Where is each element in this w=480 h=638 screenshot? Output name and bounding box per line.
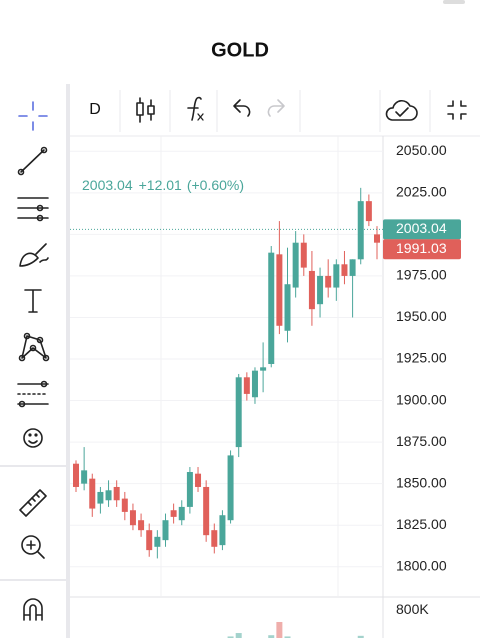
candle-body <box>121 498 128 512</box>
candle-body <box>325 275 332 288</box>
redo-button <box>267 99 285 117</box>
toolbar: D <box>70 90 480 137</box>
candle-body <box>129 510 136 526</box>
y-tick-label: 1975.00 <box>396 267 447 283</box>
symbol-title: GOLD <box>211 39 269 61</box>
volume-bars <box>227 621 364 638</box>
info-percent: (+0.60%) <box>187 177 244 193</box>
volume-bar <box>276 621 283 638</box>
y-tick-label: 2025.00 <box>396 184 447 200</box>
brush-tool[interactable] <box>19 243 49 267</box>
candle-body <box>186 472 193 507</box>
candle-body <box>81 470 88 484</box>
candle-body <box>73 463 79 487</box>
candle-body <box>284 284 291 331</box>
y-tick-label: 1825.00 <box>396 516 447 532</box>
candle-body <box>308 270 315 310</box>
last-price-label: 1991.03 <box>396 240 447 256</box>
candle-body <box>146 530 153 551</box>
sidebar-divider <box>66 84 70 638</box>
prev-close-label: 2003.04 <box>396 220 447 236</box>
last-price-badge <box>383 239 461 260</box>
candle-body <box>317 275 324 305</box>
candle-body <box>105 490 112 501</box>
ruler-tool[interactable] <box>19 489 47 517</box>
magnet-tool[interactable] <box>23 598 43 621</box>
interval-button[interactable]: D <box>89 101 101 118</box>
volume-tick-label: 800K <box>396 601 429 617</box>
sidebar-tools <box>0 101 66 621</box>
prev-close-badge <box>383 219 461 240</box>
parallel-lines-tool[interactable] <box>17 197 49 222</box>
undo-button[interactable] <box>233 99 251 117</box>
cloud-save-button[interactable] <box>385 100 418 121</box>
candle-body <box>170 510 177 517</box>
candle-body <box>235 377 242 448</box>
indicators-button[interactable] <box>187 96 204 121</box>
crosshair-tool[interactable] <box>18 101 48 131</box>
collapse-button[interactable] <box>447 100 467 120</box>
volume-bar <box>235 633 242 638</box>
volume-bar <box>268 635 275 638</box>
candle-body <box>154 536 161 547</box>
price-info: 2003.04 +12.01 (+0.60%) <box>82 177 244 193</box>
candle-body <box>292 242 299 288</box>
candle-body <box>162 520 169 541</box>
info-change: +12.01 <box>139 177 182 193</box>
candle-body <box>341 264 348 276</box>
candle-body <box>260 367 267 371</box>
y-tick-label: 1925.00 <box>396 350 447 366</box>
candle-body <box>97 491 104 504</box>
zoom-tool[interactable] <box>21 535 45 559</box>
price-chart: 2050.002025.002000.001975.001950.001925.… <box>70 136 480 638</box>
text-tool[interactable] <box>24 289 42 313</box>
candle-body <box>113 486 120 501</box>
y-tick-label: 1950.00 <box>396 308 447 324</box>
y-tick-label: 1900.00 <box>396 391 447 407</box>
candle-body <box>243 377 250 394</box>
trend-line-tool[interactable] <box>17 146 48 176</box>
candle-body <box>300 242 307 268</box>
emoji-tool[interactable] <box>23 428 43 448</box>
volume-bar <box>284 636 291 638</box>
y-tick-label: 2050.00 <box>396 142 447 158</box>
candle-body <box>178 506 185 521</box>
fib-tool[interactable] <box>17 380 49 408</box>
candle-body <box>89 478 96 509</box>
volume-bar <box>357 635 364 638</box>
y-tick-label: 1800.00 <box>396 557 447 573</box>
candle-body <box>333 264 340 288</box>
candle-body <box>268 252 275 364</box>
candle-body <box>357 201 364 260</box>
candle-body <box>276 254 283 326</box>
y-tick-label: 1850.00 <box>396 474 447 490</box>
info-price: 2003.04 <box>82 177 133 193</box>
candle-body <box>211 530 218 547</box>
y-tick-label: 1875.00 <box>396 433 447 449</box>
pattern-tool[interactable] <box>18 332 50 362</box>
candle-body <box>195 473 202 487</box>
candle-body <box>227 455 234 521</box>
candle-body <box>349 259 356 276</box>
candle-body <box>251 370 258 398</box>
candles <box>73 187 380 559</box>
candle-body <box>374 234 380 243</box>
candle-body <box>203 486 210 536</box>
candle-body <box>365 201 372 222</box>
chart-type-button[interactable] <box>136 97 155 123</box>
candle-body <box>219 515 226 546</box>
candle-body <box>138 520 145 531</box>
status-indicator <box>443 0 465 4</box>
volume-bar <box>227 636 234 638</box>
